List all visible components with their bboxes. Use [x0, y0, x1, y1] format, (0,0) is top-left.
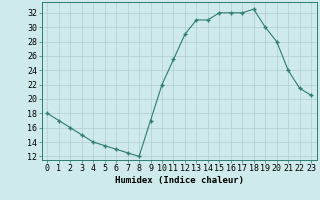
X-axis label: Humidex (Indice chaleur): Humidex (Indice chaleur)	[115, 176, 244, 185]
